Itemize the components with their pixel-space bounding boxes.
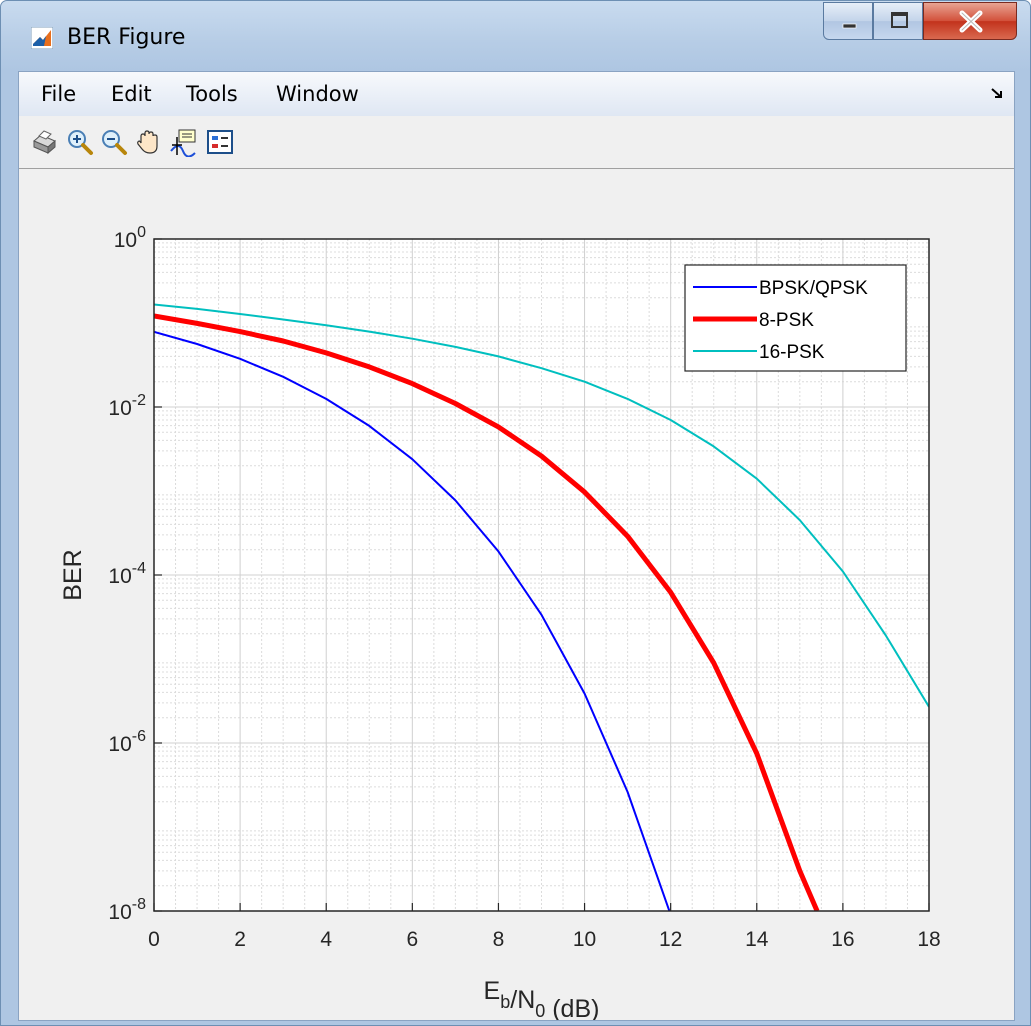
- toolbar: [19, 116, 1014, 169]
- legend-label: BPSK/QPSK: [759, 278, 868, 299]
- series-line-bpsk-qpsk[interactable]: [154, 330, 671, 915]
- legend-label: 8-PSK: [759, 310, 814, 331]
- legend[interactable]: BPSK/QPSK 8-PSK 16-PSK: [684, 264, 907, 372]
- y-tick-label: 10-2: [108, 392, 146, 420]
- series-layer: [154, 303, 929, 915]
- maximize-icon: [891, 12, 908, 28]
- x-tick-label: 4: [320, 928, 332, 951]
- series-line-8-psk[interactable]: [154, 313, 820, 911]
- menu-file[interactable]: File: [41, 82, 77, 106]
- ber-chart[interactable]: 0 2 4 6 8 10 12 14 16 18 100 10-2 10-4 10-6 10-8 Eb/N…: [19, 169, 1014, 1020]
- x-axis-label: Eb/N0 (dB): [484, 977, 600, 1020]
- minimize-button[interactable]: [823, 2, 873, 40]
- y-tick-label: 100: [114, 224, 146, 252]
- x-tick-label: 2: [234, 928, 246, 951]
- menu-edit[interactable]: Edit: [111, 82, 152, 106]
- legend-label: 16-PSK: [759, 342, 825, 363]
- window-title: BER Figure: [67, 25, 186, 50]
- x-tick-label: 18: [917, 928, 940, 951]
- x-tick-label: 14: [745, 928, 769, 951]
- menu-window[interactable]: Window: [276, 82, 359, 106]
- plot-area: 0 2 4 6 8 10 12 14 16 18 100 10-2 10-4 10-6 10-8 Eb/N…: [19, 169, 1014, 1020]
- menu-tools[interactable]: Tools: [186, 82, 238, 106]
- zoom-out-icon[interactable]: [99, 127, 129, 157]
- x-tick-label: 16: [831, 928, 854, 951]
- menu-bar: File Edit Tools Window: [19, 72, 1014, 117]
- close-icon: [959, 10, 983, 33]
- x-tick-label: 10: [573, 928, 596, 951]
- legend-icon[interactable]: [205, 127, 235, 157]
- x-tick-label: 6: [406, 928, 418, 951]
- print-icon[interactable]: [29, 127, 59, 157]
- title-bar[interactable]: BER Figure: [1, 1, 1030, 71]
- x-tick-label: 8: [493, 928, 505, 951]
- y-axis-ticks: 100 10-2 10-4 10-6 10-8: [108, 224, 162, 924]
- close-button[interactable]: [923, 2, 1017, 40]
- zoom-in-icon[interactable]: [65, 127, 95, 157]
- pan-hand-icon[interactable]: [133, 127, 163, 157]
- matlab-icon: [31, 27, 53, 49]
- x-axis-ticks: 0 2 4 6 8 10 12 14 16 18: [148, 903, 941, 951]
- dock-arrow-icon[interactable]: [990, 86, 1004, 100]
- series-line-16-psk[interactable]: [154, 303, 929, 708]
- y-tick-label: 10-6: [108, 728, 146, 756]
- y-tick-label: 10-8: [108, 896, 146, 924]
- x-tick-label: 12: [659, 928, 682, 951]
- x-tick-label: 0: [148, 928, 160, 951]
- maximize-button[interactable]: [873, 2, 923, 40]
- y-tick-label: 10-4: [108, 560, 146, 588]
- minimize-icon: [842, 23, 857, 29]
- data-cursor-icon[interactable]: [169, 127, 199, 157]
- y-axis-label: BER: [59, 549, 87, 600]
- figure-client-area: File Edit Tools Window: [18, 71, 1015, 1021]
